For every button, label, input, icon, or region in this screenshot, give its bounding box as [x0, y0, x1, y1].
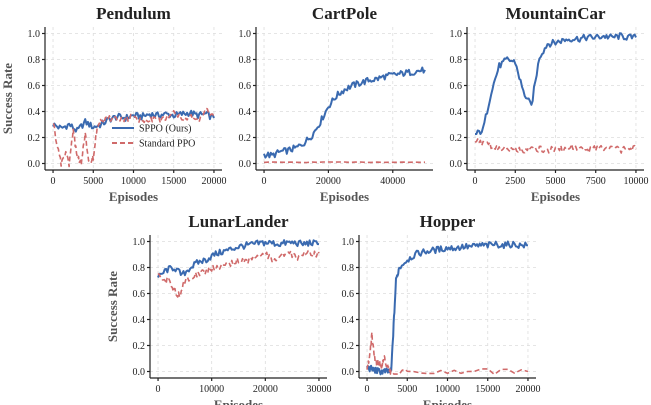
- x-tick-label: 5000: [397, 384, 417, 395]
- y-tick-label: 0.2: [133, 341, 146, 352]
- legend-label: SPPO (Ours): [139, 124, 192, 135]
- chart-title: Hopper: [420, 212, 476, 231]
- y-tick-label: 0.0: [133, 367, 146, 378]
- y-tick-label: 0.6: [239, 81, 252, 92]
- y-tick-label: 0.6: [28, 81, 41, 92]
- chart-title: CartPole: [312, 4, 378, 23]
- series-line-standard-ppo: [474, 138, 637, 154]
- y-tick-label: 0.4: [28, 107, 41, 118]
- series-line-sppo: [157, 239, 319, 278]
- y-tick-label: 1.0: [28, 29, 41, 40]
- series-line-sppo: [475, 32, 637, 135]
- x-tick-label: 20000: [515, 384, 540, 395]
- chart-panel-2: 0.0 0.2 0.4 0.6 0.8 1.0 0 2500 5000 7500 10000 Moun…: [450, 4, 649, 204]
- series-line-sppo: [52, 109, 215, 133]
- y-tick-label: 0.0: [28, 159, 41, 170]
- y-tick-label: 0.0: [450, 159, 463, 170]
- series-line-standard-ppo: [366, 331, 529, 376]
- x-tick-label: 2500: [505, 176, 525, 187]
- y-tick-label: 0.8: [133, 263, 146, 274]
- x-tick-label: 15000: [475, 384, 500, 395]
- y-tick-label: 1.0: [450, 29, 463, 40]
- y-tick-label: 0.0: [239, 159, 252, 170]
- y-tick-label: 0.8: [450, 55, 463, 66]
- y-tick-label: 0.4: [450, 107, 463, 118]
- x-tick-label: 0: [365, 384, 370, 395]
- series-line-standard-ppo: [52, 107, 215, 168]
- x-tick-label: 10000: [199, 384, 224, 395]
- x-tick-label: 0: [51, 176, 56, 187]
- panels: 0.0 0.2 0.4 0.6 0.8 1.0 0 5000 10000 15000 20000 Pe…: [0, 4, 648, 405]
- x-axis-label: Episodes: [214, 397, 263, 405]
- x-tick-label: 5000: [546, 176, 566, 187]
- y-tick-label: 1.0: [342, 237, 355, 248]
- legend-label: Standard PPO: [139, 139, 195, 150]
- x-axis-label: Episodes: [320, 189, 369, 204]
- series-line-standard-ppo: [157, 249, 320, 298]
- x-tick-label: 7500: [586, 176, 606, 187]
- x-tick-label: 0: [473, 176, 478, 187]
- chart-panel-3: 0.0 0.2 0.4 0.6 0.8 1.0 0 10000 20000 30000 LunarL…: [105, 212, 331, 405]
- chart-panel-1: 0.0 0.2 0.4 0.6 0.8 1.0 0 20000 40000 CartPole Epi…: [239, 4, 433, 204]
- y-axis-label: Success Rate: [0, 63, 15, 134]
- y-tick-label: 0.8: [28, 55, 41, 66]
- chart-title: LunarLander: [188, 212, 289, 231]
- y-tick-label: 0.4: [133, 315, 146, 326]
- y-tick-label: 1.0: [239, 29, 252, 40]
- y-tick-label: 0.0: [342, 367, 355, 378]
- y-tick-label: 0.6: [450, 81, 463, 92]
- y-tick-label: 1.0: [133, 237, 146, 248]
- y-tick-label: 0.4: [342, 315, 355, 326]
- x-tick-label: 10000: [121, 176, 146, 187]
- y-tick-label: 0.6: [342, 289, 355, 300]
- chart-title: MountainCar: [505, 4, 606, 23]
- chart-title: Pendulum: [96, 4, 171, 23]
- y-tick-label: 0.2: [342, 341, 355, 352]
- y-tick-label: 0.8: [342, 263, 355, 274]
- y-tick-label: 0.2: [450, 133, 463, 144]
- x-tick-label: 10000: [435, 384, 460, 395]
- y-axis-label: Success Rate: [105, 271, 120, 342]
- x-axis-label: Episodes: [531, 189, 580, 204]
- x-tick-label: 0: [156, 384, 161, 395]
- x-tick-label: 20000: [316, 176, 341, 187]
- x-tick-label: 0: [262, 176, 267, 187]
- x-tick-label: 10000: [623, 176, 648, 187]
- chart-panel-4: 0.0 0.2 0.4 0.6 0.8 1.0 0 5000 10000 15000 20000 Ho…: [342, 212, 541, 405]
- x-tick-label: 5000: [83, 176, 103, 187]
- y-tick-label: 0.8: [239, 55, 252, 66]
- series-line-sppo: [263, 66, 426, 159]
- y-tick-label: 0.2: [239, 133, 252, 144]
- chart-panel-0: 0.0 0.2 0.4 0.6 0.8 1.0 0 5000 10000 15000 20000 Pe…: [0, 4, 226, 204]
- x-axis-label: Episodes: [423, 397, 472, 405]
- series-line-sppo: [366, 240, 529, 376]
- y-tick-label: 0.4: [239, 107, 252, 118]
- y-tick-label: 0.6: [133, 289, 146, 300]
- x-tick-label: 20000: [253, 384, 278, 395]
- y-tick-label: 0.2: [28, 133, 41, 144]
- legend: SPPO (Ours) Standard PPO: [112, 124, 195, 150]
- x-axis-label: Episodes: [109, 189, 158, 204]
- x-tick-label: 30000: [306, 384, 331, 395]
- x-tick-label: 15000: [161, 176, 186, 187]
- x-tick-label: 20000: [201, 176, 226, 187]
- series-line-standard-ppo: [263, 161, 426, 164]
- x-tick-label: 40000: [380, 176, 405, 187]
